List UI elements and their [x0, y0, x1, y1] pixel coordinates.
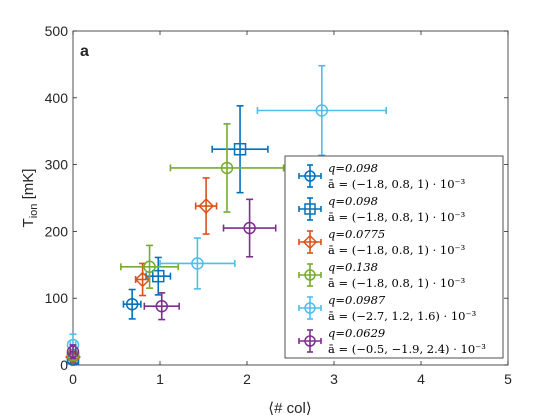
data-marker: [143, 260, 156, 274]
legend-label-a: ā = (−1.8, 0.8, 1) · 10⁻³: [328, 177, 466, 191]
data-marker: [152, 269, 165, 283]
data-point: [120, 244, 180, 289]
y-tick-label: 300: [45, 157, 69, 173]
legend-label-q: q=0.098: [328, 161, 378, 175]
x-axis-label: ⟨# col⟩: [268, 400, 311, 417]
legend-marker: [304, 170, 316, 182]
data-point: [122, 288, 142, 320]
data-point: [211, 105, 269, 194]
data-point: [159, 237, 236, 290]
legend-label-a: ā = (−0.5, −1.9, 2.4) · 10⁻³: [328, 342, 486, 356]
y-tick-label: 400: [45, 90, 69, 106]
y-tick-label: 0: [60, 357, 68, 373]
legend-entry-1: q=0.098 ā = (−1.8, 0.8, 1) · 10⁻³: [298, 194, 466, 224]
data-marker: [220, 161, 234, 175]
x-tick-label: 2: [243, 371, 251, 387]
legend: [284, 155, 504, 359]
legend-marker: [304, 335, 316, 347]
x-tick-label: 4: [417, 371, 425, 387]
y-tick-label: 100: [45, 290, 69, 306]
data-marker: [155, 299, 168, 313]
legend-marker: [304, 302, 316, 314]
axis-ticks: 0 1 2 3 4 5 0 100 200 300 400 500: [45, 23, 512, 387]
data-marker: [198, 198, 215, 214]
legend-entry-3: q=0.138 ā = (−1.8, 0.8, 1) · 10⁻³: [298, 260, 466, 290]
data-marker: [243, 221, 256, 235]
y-tick-label: 200: [45, 223, 69, 239]
data-point: [222, 198, 277, 258]
data-marker: [134, 271, 151, 288]
x-tick-label: 5: [504, 371, 512, 387]
legend-label-a: ā = (−1.8, 0.8, 1) · 10⁻³: [328, 276, 466, 290]
data-marker: [191, 257, 204, 270]
data-point: [256, 64, 388, 157]
series-layer: [65, 64, 388, 366]
x-tick-label: 0: [69, 371, 77, 387]
legend-entry-2: q=0.0775 ā = (−1.8, 0.8, 1) · 10⁻³: [298, 227, 466, 257]
y-axis-label-subscript: ion: [28, 204, 40, 219]
data-marker: [315, 104, 329, 117]
data-point: [143, 292, 180, 321]
legend-entry-0: q=0.098 ā = (−1.8, 0.8, 1) · 10⁻³: [298, 161, 466, 191]
legend-marker: [302, 234, 318, 250]
legend-label-q: q=0.098: [328, 194, 378, 208]
legend-entry-4: q=0.0987 ā = (−2.7, 1.2, 1.6) · 10⁻³: [298, 293, 477, 323]
x-tick-label: 3: [330, 371, 338, 387]
y-axis-label-unit: [mK]: [20, 169, 37, 204]
panel-label: a: [80, 43, 89, 60]
data-point: [66, 344, 80, 360]
legend-label-q: q=0.0775: [328, 227, 385, 241]
data-marker: [66, 345, 80, 358]
y-axis-label: Tion [mK]: [20, 169, 40, 228]
data-marker: [233, 142, 247, 156]
data-marker: [125, 297, 139, 311]
x-tick-label: 1: [156, 371, 164, 387]
legend-label-q: q=0.138: [328, 260, 378, 274]
legend-label-a: ā = (−1.8, 0.8, 1) · 10⁻³: [328, 210, 466, 224]
legend-marker: [304, 269, 316, 281]
data-point: [169, 123, 285, 213]
legend-label-q: q=0.0629: [328, 326, 385, 340]
legend-entry-5: q=0.0629 ā = (−0.5, −1.9, 2.4) · 10⁻³: [298, 326, 486, 356]
data-point: [194, 177, 218, 235]
legend-marker: [304, 203, 316, 215]
y-tick-label: 500: [45, 23, 69, 39]
series-5: [66, 198, 277, 360]
y-axis-label-main: T: [20, 218, 37, 227]
legend-label-a: ā = (−1.8, 0.8, 1) · 10⁻³: [328, 243, 466, 257]
legend-label-q: q=0.0987: [328, 293, 386, 307]
legend-label-a: ā = (−2.7, 1.2, 1.6) · 10⁻³: [328, 309, 477, 323]
legend-entries: q=0.098 ā = (−1.8, 0.8, 1) · 10⁻³ q=0.098 ā…: [298, 161, 486, 356]
